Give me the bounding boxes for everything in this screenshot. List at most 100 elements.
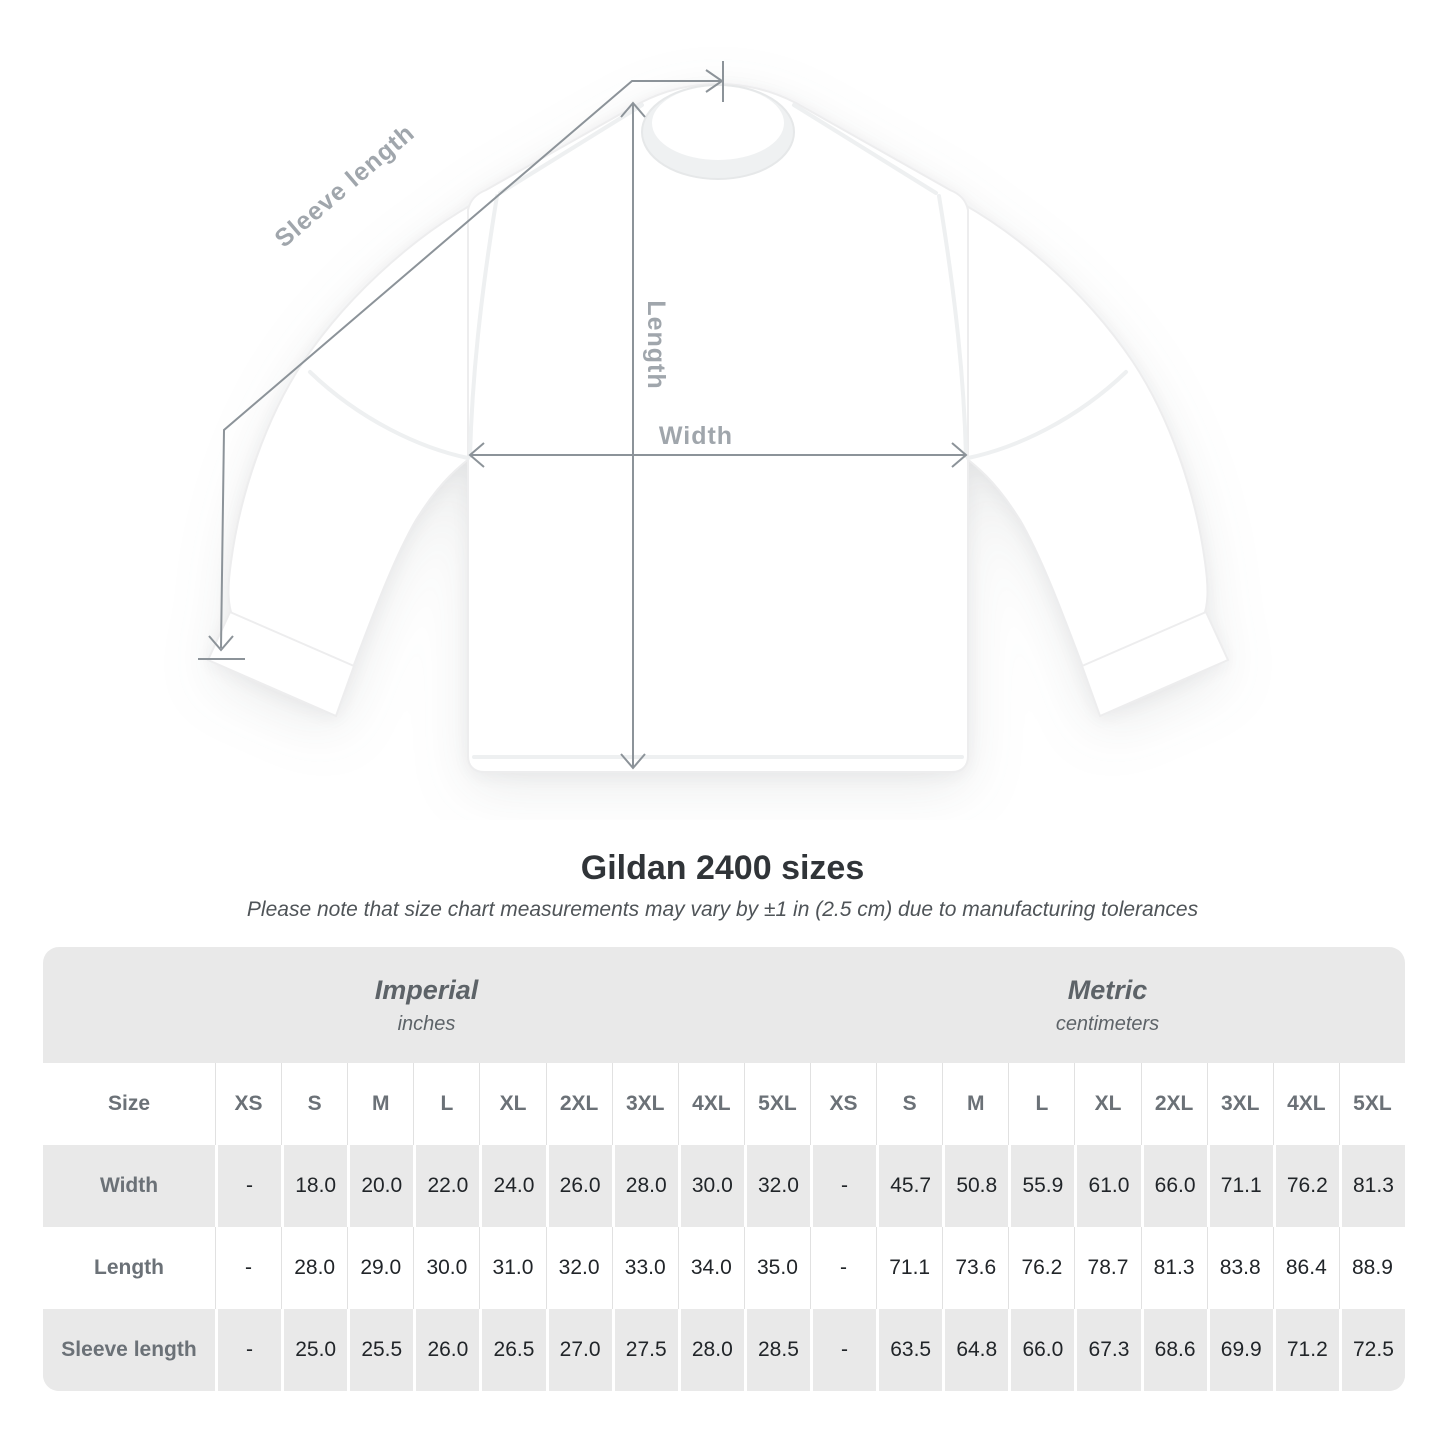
col-header: 3XL	[611, 1063, 678, 1145]
value-cell: 18.0	[281, 1145, 347, 1227]
value-cell: 33.0	[611, 1227, 678, 1309]
length-arrow-down	[620, 753, 646, 770]
col-header: XS	[215, 1063, 281, 1145]
col-header: 5XL	[1338, 1063, 1405, 1145]
value-cell: -	[810, 1145, 876, 1227]
col-header: 4XL	[1272, 1063, 1339, 1145]
col-header: 4XL	[677, 1063, 744, 1145]
value-cell: 68.6	[1140, 1309, 1207, 1391]
value-cell: 76.2	[1008, 1227, 1074, 1309]
value-cell: 88.9	[1338, 1227, 1405, 1309]
value-cell: 28.0	[611, 1145, 678, 1227]
shirt-body	[467, 82, 969, 773]
value-cell: 81.3	[1140, 1227, 1207, 1309]
right-armhole-seam	[937, 194, 968, 458]
value-cell: -	[215, 1145, 281, 1227]
value-cell: 32.0	[545, 1227, 612, 1309]
value-cell: -	[810, 1309, 876, 1391]
value-cell: 29.0	[347, 1227, 413, 1309]
value-cell: 28.0	[281, 1227, 347, 1309]
value-cell: 30.0	[413, 1227, 479, 1309]
col-header: 3XL	[1206, 1063, 1273, 1145]
value-cell: 67.3	[1074, 1309, 1140, 1391]
value-cell: 34.0	[677, 1227, 744, 1309]
col-header: XL	[1074, 1063, 1140, 1145]
col-header: XS	[810, 1063, 876, 1145]
value-cell: 32.0	[743, 1145, 810, 1227]
left-sleeve	[227, 187, 503, 672]
col-header: L	[1008, 1063, 1074, 1145]
value-cell: 20.0	[347, 1145, 413, 1227]
shirt-diagram: Sleeve length Length Width	[198, 61, 1230, 773]
unit-band: Imperial inches Metric centimeters	[43, 947, 1405, 1063]
value-cell: 28.0	[677, 1309, 744, 1391]
value-cell: 69.9	[1206, 1309, 1273, 1391]
imperial-header: Imperial inches	[43, 947, 810, 1063]
value-cell: -	[215, 1309, 281, 1391]
value-cell: 30.0	[677, 1145, 744, 1227]
value-cell: 26.5	[479, 1309, 545, 1391]
metric-title: Metric	[1067, 974, 1148, 1005]
value-cell: 26.0	[413, 1309, 479, 1391]
row-width: Width - 18.0 20.0 22.0 24.0 26.0 28.0 30…	[43, 1145, 1405, 1227]
sleeve-length-label: Sleeve length	[269, 119, 420, 253]
right-sleeve-fold	[966, 370, 1128, 460]
value-cell: 22.0	[413, 1145, 479, 1227]
value-cell: 50.8	[942, 1145, 1008, 1227]
col-header: 2XL	[545, 1063, 612, 1145]
value-cell: 66.0	[1140, 1145, 1207, 1227]
value-cell: 72.5	[1338, 1309, 1405, 1391]
col-header: L	[413, 1063, 479, 1145]
imperial-subtitle: inches	[397, 1012, 456, 1035]
value-cell: 63.5	[876, 1309, 942, 1391]
row-sleeve-length: Sleeve length - 25.0 25.5 26.0 26.5 27.0…	[43, 1309, 1405, 1391]
value-cell: 78.7	[1074, 1227, 1140, 1309]
left-shoulder-seam	[498, 103, 644, 195]
col-header: M	[942, 1063, 1008, 1145]
row-label: Length	[94, 1256, 164, 1279]
value-cell: 27.5	[611, 1309, 678, 1391]
value-cell: 83.8	[1206, 1227, 1273, 1309]
col-header: M	[347, 1063, 413, 1145]
metric-subtitle: centimeters	[1055, 1012, 1160, 1035]
col-header: S	[876, 1063, 942, 1145]
length-arrow-up	[620, 101, 646, 118]
tolerance-note: Please note that size chart measurements…	[246, 898, 1199, 921]
value-cell: 27.0	[545, 1309, 612, 1391]
size-table: Imperial inches Metric centimeters Size …	[43, 947, 1405, 1391]
col-header: S	[281, 1063, 347, 1145]
value-cell: 28.5	[743, 1309, 810, 1391]
width-label: Width	[659, 422, 733, 450]
value-cell: 86.4	[1272, 1227, 1339, 1309]
value-cell: 81.3	[1338, 1145, 1405, 1227]
value-cell: -	[215, 1227, 281, 1309]
value-cell: 71.1	[876, 1227, 942, 1309]
shirt-graphic	[206, 82, 1230, 773]
value-cell: 76.2	[1272, 1145, 1339, 1227]
width-arrow-right	[951, 442, 968, 468]
value-cell: 24.0	[479, 1145, 545, 1227]
value-cell: 26.0	[545, 1145, 612, 1227]
row-label: Width	[99, 1174, 159, 1197]
value-cell: 25.5	[347, 1309, 413, 1391]
value-cell: 35.0	[743, 1227, 810, 1309]
value-cell: 55.9	[1008, 1145, 1074, 1227]
measurement-lines	[198, 61, 968, 770]
header-row: Size XS S M L XL 2XL 3XL 4XL 5XL XS S M …	[43, 1063, 1405, 1145]
width-arrow-left	[468, 442, 485, 468]
row-label: Sleeve length	[61, 1338, 197, 1361]
value-cell: 64.8	[942, 1309, 1008, 1391]
sleeve-arrow-down	[208, 635, 234, 652]
value-cell: 73.6	[942, 1227, 1008, 1309]
col-header: 5XL	[743, 1063, 810, 1145]
col-header: 2XL	[1140, 1063, 1207, 1145]
value-cell: 25.0	[281, 1309, 347, 1391]
value-cell: 66.0	[1008, 1309, 1074, 1391]
sleeve-measure-line	[220, 80, 722, 649]
imperial-title: Imperial	[374, 974, 479, 1005]
value-cell: 31.0	[479, 1227, 545, 1309]
value-cell: 61.0	[1074, 1145, 1140, 1227]
right-cuff	[1080, 610, 1230, 718]
right-shoulder-seam	[792, 103, 938, 195]
